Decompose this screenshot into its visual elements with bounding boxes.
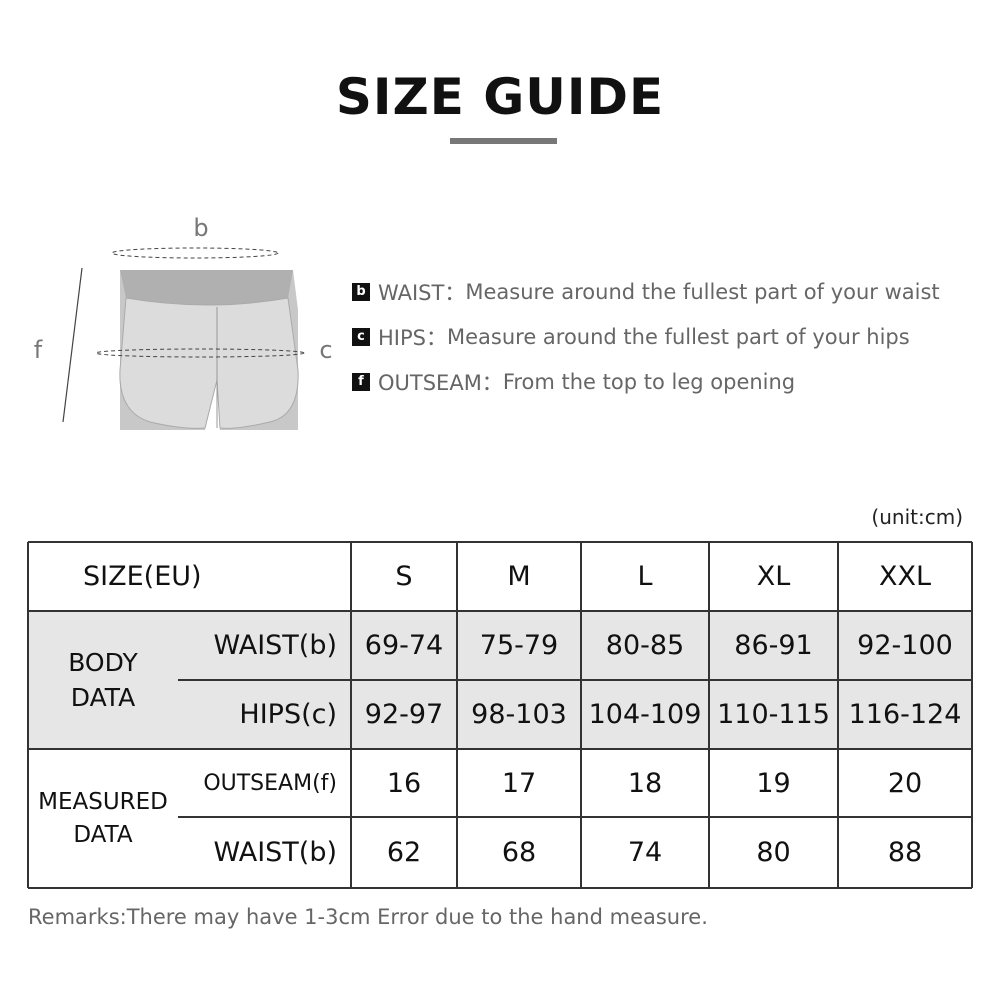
page-title: SIZE GUIDE [335, 68, 665, 126]
table-cell: 98-103 [471, 699, 567, 730]
table-gridline [28, 541, 972, 543]
table-cell: 20 [887, 767, 923, 799]
remarks: Remarks:There may have 1-3cm Error due t… [28, 905, 708, 929]
shorts-diagram: b c f [34, 214, 333, 430]
unit-label: (unit:cm) [871, 505, 963, 529]
legend-desc: Measure around the fullest part of your … [465, 280, 940, 304]
table-gridline [350, 542, 352, 888]
outseam-measure-line [62, 267, 83, 423]
group-label: MEASURED DATA [38, 789, 168, 848]
shorts-outer [119, 297, 299, 429]
table-cell: 92-97 [364, 699, 444, 730]
table-cell: 80-85 [605, 630, 685, 661]
legend-desc: From the top to leg opening [502, 370, 796, 394]
key-b-badge: b [352, 283, 370, 301]
table-cell: 88 [887, 837, 923, 868]
table-gridline [971, 542, 973, 888]
label-f: f [34, 336, 43, 364]
table-gridline [28, 610, 972, 612]
key-c-badge: c [352, 328, 370, 346]
row-label: HIPS(c) [239, 699, 337, 730]
title-underline [450, 138, 557, 144]
legend-waist: b WAIST： Measure around the fullest part… [352, 277, 940, 307]
table-cell: 62 [386, 837, 422, 868]
table-cell: 86-91 [734, 630, 813, 661]
table-cell: 116-124 [848, 699, 962, 730]
legend-name: WAIST： [378, 281, 466, 305]
table-cell: 16 [386, 767, 422, 799]
hips-measure-line [95, 348, 305, 358]
header-size-xxl: XXL [878, 561, 932, 592]
table-gridline [178, 679, 972, 681]
legend-hips: c HIPS： Measure around the fullest part … [352, 322, 910, 352]
row-label: WAIST(b) [213, 630, 338, 661]
table-gridline [708, 542, 710, 888]
table-cell: 74 [627, 837, 663, 868]
legend-desc: Measure around the fullest part of your … [446, 325, 910, 349]
table-cell: 104-109 [588, 699, 702, 730]
table-cell: 75-79 [479, 630, 559, 661]
header-size-l: L [637, 561, 653, 592]
legend-name: OUTSEAM： [378, 371, 503, 395]
table-cell: 17 [501, 767, 537, 799]
header-size-s: S [395, 561, 413, 592]
table-cell: 18 [627, 767, 663, 799]
legend-name: HIPS： [378, 326, 447, 350]
table-gridline [27, 542, 29, 888]
waist-measure-line [111, 247, 279, 259]
label-b: b [193, 214, 208, 242]
table-gridline [580, 542, 582, 888]
row-label: WAIST(b) [213, 837, 338, 868]
table-cell: 110-115 [717, 699, 830, 730]
table-gridline [456, 542, 458, 888]
header-size-eu: SIZE(EU) [83, 561, 202, 592]
table-cell: 68 [501, 837, 537, 868]
table-gridline [28, 748, 972, 750]
row-label: OUTSEAM(f) [203, 770, 337, 796]
table-cell: 80 [756, 837, 791, 868]
legend-outseam: f OUTSEAM： From the top to leg opening [352, 367, 795, 397]
label-c: c [319, 336, 332, 364]
header-size-xl: XL [756, 561, 791, 592]
group-label: BODY DATA [68, 648, 138, 712]
table-cell: 92-100 [857, 630, 953, 661]
table-gridline [28, 887, 972, 889]
table-cell: 19 [756, 767, 791, 799]
table-gridline [178, 816, 972, 818]
header-size-m: M [507, 561, 531, 592]
table-cell: 69-74 [364, 630, 444, 661]
table-gridline [837, 542, 839, 888]
key-f-badge: f [352, 373, 370, 391]
